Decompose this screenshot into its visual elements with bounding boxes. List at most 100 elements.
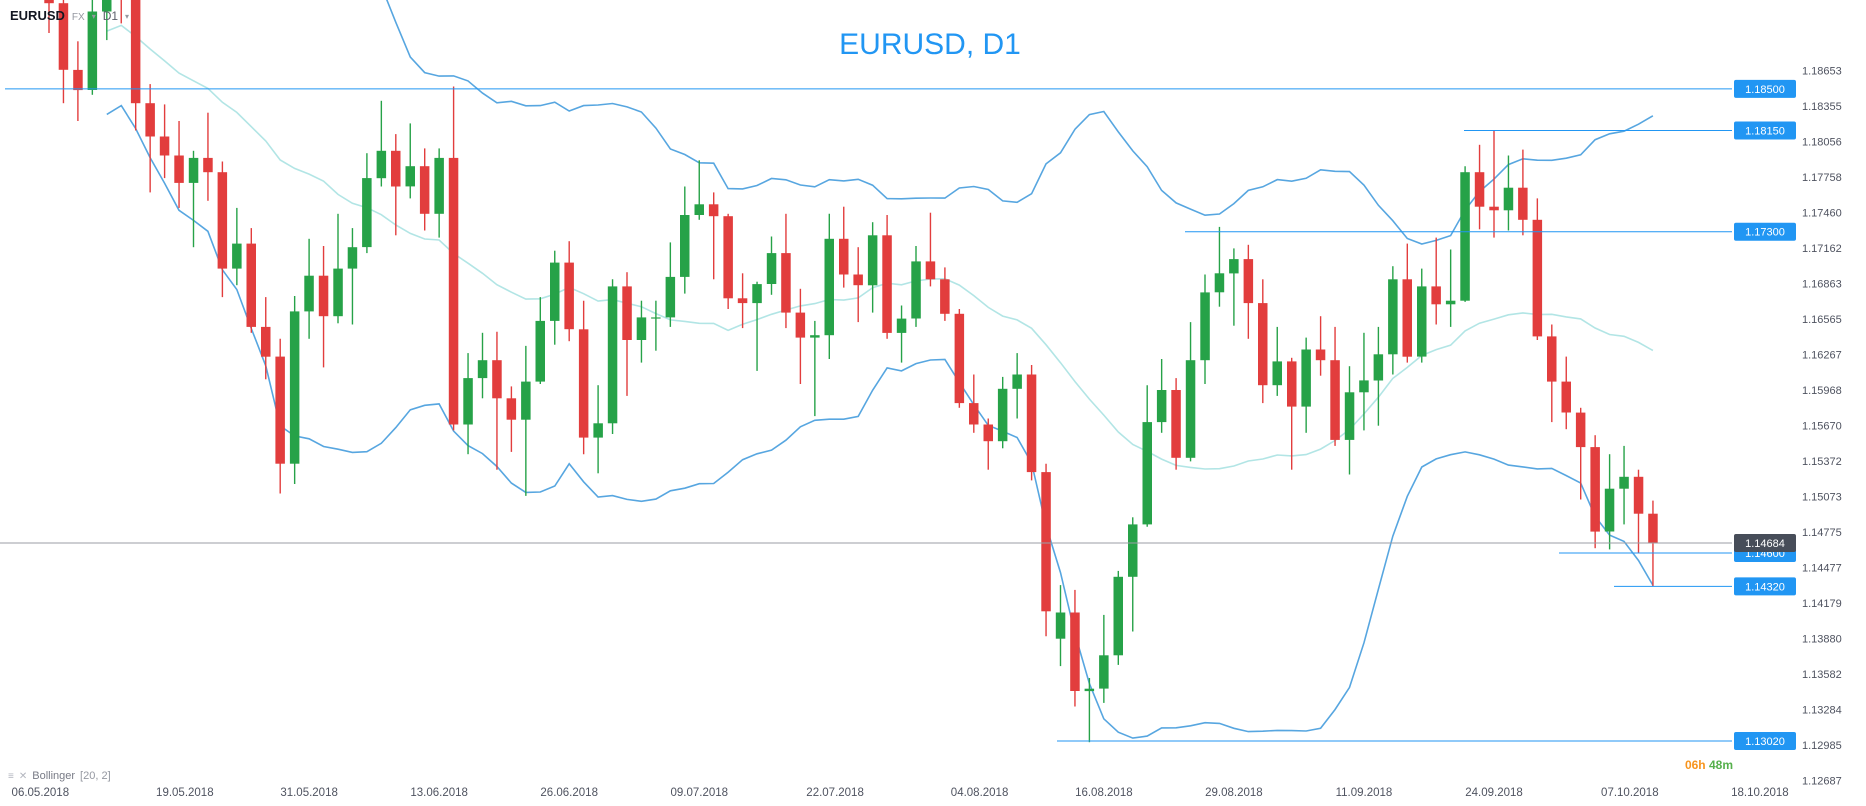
price-level-label[interactable] [1734,732,1796,751]
time-axis-label[interactable]: 29.08.2018 [1205,787,1263,799]
price-axis-label[interactable]: 1.15073 [1802,492,1842,504]
price-axis-label[interactable]: 1.13880 [1802,634,1842,646]
chevron-down-icon[interactable]: ▾ [91,12,96,21]
time-axis-label[interactable]: 04.08.2018 [951,787,1009,799]
candle-body [752,284,762,304]
price-axis-label[interactable]: 1.16863 [1802,279,1842,291]
candle-body [1070,612,1080,691]
time-axis-label[interactable]: 18.10.2018 [1731,787,1789,799]
time-axis-label[interactable]: 19.05.2018 [156,787,214,799]
candle-body [304,275,314,312]
time-axis-label[interactable]: 22.07.2018 [806,787,864,799]
time-axis-label[interactable]: 26.06.2018 [540,787,598,799]
price-axis-label[interactable]: 1.15670 [1802,421,1842,433]
candle-body [867,235,878,286]
price-level-label[interactable] [1734,79,1796,98]
symbol-name[interactable]: EURUSD [10,8,65,23]
candle-body [1142,422,1152,525]
time-axis-label[interactable]: 16.08.2018 [1075,787,1133,799]
candle-body [1287,361,1297,407]
price-axis-label[interactable]: 1.16565 [1802,314,1842,326]
indicator-remove-icon[interactable]: ✕ [18,770,28,782]
price-level-label[interactable] [1734,121,1796,140]
candle-body [1359,380,1369,393]
candle-body [1445,300,1456,305]
candle-body [694,204,704,215]
price-level-label-text: 1.18150 [1745,126,1785,138]
indicator-menu-icon[interactable]: ≡ [8,770,14,782]
candle-body [1084,688,1095,692]
price-level-label[interactable] [1734,222,1796,241]
time-axis-label[interactable]: 09.07.2018 [670,787,728,799]
candle-body [983,424,993,442]
time-axis-label[interactable]: 13.06.2018 [410,787,468,799]
timeframe-selector[interactable]: D1 [102,9,119,23]
price-axis-label[interactable]: 1.18355 [1802,101,1842,113]
candle-body [376,150,387,179]
candle-body [1532,219,1543,337]
candle-body [940,279,950,314]
price-level-label[interactable] [1734,577,1796,596]
chevron-down-icon[interactable]: ▾ [125,12,130,21]
candle-body [708,204,719,217]
candle-body [1431,286,1441,305]
candle-body [419,166,430,214]
chart-title: EURUSD, D1 [839,28,1021,61]
candle-body [1633,476,1644,514]
candle-body [246,243,256,327]
price-axis-label[interactable]: 1.12687 [1802,776,1842,788]
price-axis-label[interactable]: 1.17758 [1802,172,1842,184]
candle-body [925,261,936,280]
symbol-toolbar: EURUSD FX ▾ D1 ▾ [10,8,129,23]
time-axis-label[interactable]: 06.05.2018 [12,787,70,799]
indicator-name[interactable]: Bollinger [32,770,76,782]
current-price-label-text: 1.14684 [1745,538,1785,550]
candle-body [1590,447,1600,532]
candle-body [593,423,603,438]
candle-body [665,276,676,318]
candle-body [318,275,329,317]
price-axis-label[interactable]: 1.13284 [1802,705,1842,717]
candle-body [564,262,574,330]
price-axis-label[interactable]: 1.17460 [1802,208,1842,220]
indicator-legend: ≡ ✕ Bollinger [20, 2] [8,770,111,782]
indicator-params: [20, 2] [80,770,111,782]
price-axis-label[interactable]: 1.14775 [1802,527,1842,539]
candle-body [1402,279,1412,357]
candle-body [289,311,300,464]
candle-body [810,335,820,338]
time-axis-label[interactable]: 31.05.2018 [280,787,338,799]
candle-body [203,157,213,173]
candle-body [1489,206,1499,211]
candle-body [405,166,415,187]
candle-body [506,398,517,420]
candle-body [102,0,112,12]
candle-body [781,253,791,313]
candle-body [1619,476,1629,489]
candle-body [1113,576,1123,656]
price-axis-label[interactable]: 1.14477 [1802,563,1842,575]
candle-body [1547,336,1557,382]
candle-body [578,329,589,438]
price-axis-label[interactable]: 1.18653 [1802,66,1842,78]
candle-body [1301,349,1311,407]
candle-body [651,317,661,319]
time-axis-label[interactable]: 24.09.2018 [1465,787,1523,799]
price-axis-label[interactable]: 1.14179 [1802,598,1842,610]
candle-body [1041,472,1051,612]
candle-body [130,0,141,104]
price-axis-label[interactable]: 1.13582 [1802,669,1842,681]
time-axis-label[interactable]: 11.09.2018 [1336,787,1393,799]
price-axis-label[interactable]: 1.17162 [1802,243,1842,255]
price-axis-label[interactable]: 1.18056 [1802,137,1842,149]
candle-body [463,378,473,425]
price-axis-label[interactable]: 1.15372 [1802,456,1842,468]
bollinger-middle-band [106,24,1654,470]
price-axis-label[interactable]: 1.12985 [1802,740,1842,752]
price-axis-label[interactable]: 1.15968 [1802,385,1842,397]
price-axis-label[interactable]: 1.16267 [1802,350,1842,362]
candle-body [1099,655,1109,689]
candle-body [1156,390,1167,423]
time-axis-label[interactable]: 07.10.2018 [1601,787,1659,799]
